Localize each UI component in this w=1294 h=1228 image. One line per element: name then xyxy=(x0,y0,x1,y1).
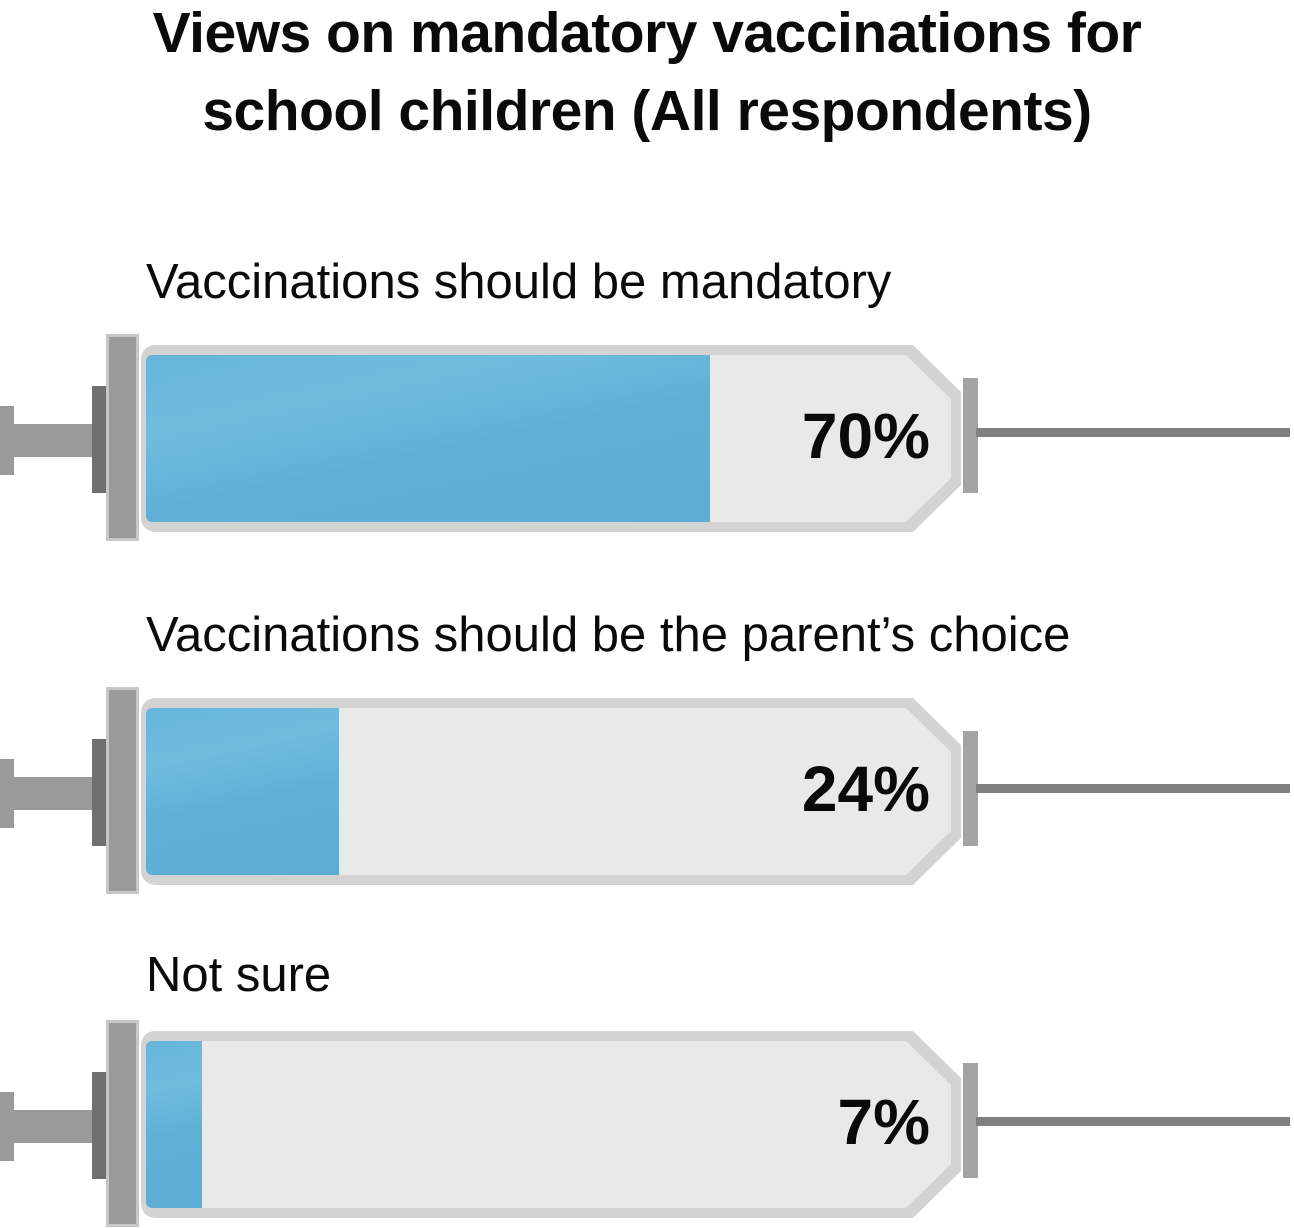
barrel-interior xyxy=(146,1041,951,1208)
fill-bar xyxy=(146,1041,202,1208)
barrel-interior xyxy=(146,355,951,522)
plunger-stopper-icon xyxy=(92,386,107,493)
plunger-flange-icon xyxy=(106,334,139,541)
plunger-stem-icon xyxy=(6,424,106,457)
needle-icon xyxy=(976,428,1290,437)
syringe-barrel-icon xyxy=(141,698,961,885)
bar-label: Vaccinations should be the parent’s choi… xyxy=(146,608,1071,662)
value-label: 70% xyxy=(801,400,930,472)
syringe-barrel-icon xyxy=(141,1031,961,1218)
needle-hub-icon xyxy=(963,1063,978,1178)
chart-title: Views on mandatory vaccinations for scho… xyxy=(22,0,1272,150)
plunger-stem-icon xyxy=(6,777,106,810)
needle-icon xyxy=(976,784,1290,793)
value-label: 7% xyxy=(837,1086,931,1158)
plunger-stopper-icon xyxy=(92,739,107,846)
fill-bar xyxy=(146,355,710,522)
plunger-stopper-icon xyxy=(92,1072,107,1179)
chart-title-line2: school children (All respondents) xyxy=(202,79,1092,143)
value-label: 24% xyxy=(801,753,930,825)
plunger-flange-icon xyxy=(106,1020,139,1227)
plunger-stem-icon xyxy=(6,1110,106,1143)
needle-hub-icon xyxy=(963,731,978,846)
barrel-interior xyxy=(146,708,951,875)
syringe-barrel-icon xyxy=(141,345,961,532)
needle-hub-icon xyxy=(963,378,978,493)
needle-icon xyxy=(976,1117,1290,1126)
bar-label: Vaccinations should be mandatory xyxy=(146,255,892,309)
fill-bar xyxy=(146,708,339,875)
plunger-flange-icon xyxy=(106,687,139,894)
chart-title-line1: Views on mandatory vaccinations for xyxy=(152,1,1142,65)
bar-label: Not sure xyxy=(146,948,332,1002)
